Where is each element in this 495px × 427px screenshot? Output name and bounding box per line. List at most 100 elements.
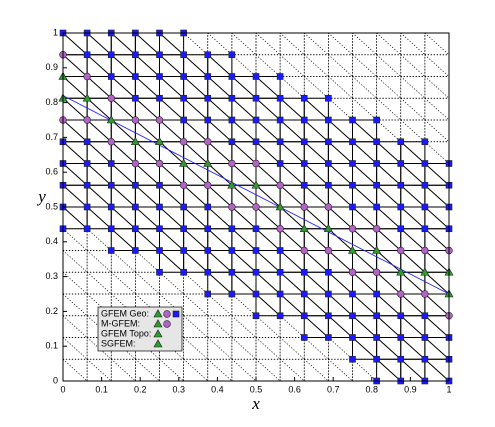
square-marker <box>83 160 91 167</box>
circle-marker <box>276 181 284 189</box>
y-tick-label: 0.9 <box>45 62 58 72</box>
y-tick-label: 0.3 <box>45 271 58 281</box>
square-marker <box>83 203 91 211</box>
circle-marker <box>397 290 405 298</box>
square-marker <box>373 160 380 167</box>
mesh-element <box>303 271 329 295</box>
mesh-element <box>159 54 185 77</box>
background-element <box>352 76 377 99</box>
mesh-element <box>376 206 402 230</box>
mesh-element <box>376 141 402 164</box>
background-element <box>62 228 88 251</box>
mesh-element <box>352 228 378 251</box>
mesh-element <box>134 206 160 230</box>
circle-marker <box>421 246 429 255</box>
background-element <box>352 97 377 121</box>
square-marker <box>397 334 405 341</box>
square-marker <box>252 138 260 146</box>
background-element <box>207 293 233 317</box>
mesh-element <box>183 206 209 230</box>
mesh-element <box>279 293 305 317</box>
square-marker <box>373 355 380 363</box>
square-marker <box>132 225 139 233</box>
mesh-element <box>400 184 426 208</box>
mesh-element <box>303 184 329 208</box>
square-marker <box>276 312 284 320</box>
square-marker <box>373 116 380 124</box>
square-marker <box>228 290 236 298</box>
background-element <box>303 54 329 77</box>
circle-marker <box>155 116 164 124</box>
mesh-element <box>86 141 112 164</box>
mesh-element <box>400 358 426 382</box>
mesh-element <box>424 184 450 208</box>
square-marker <box>325 290 332 298</box>
square-marker <box>172 310 180 318</box>
mesh-element <box>400 206 426 230</box>
circle-marker <box>228 159 236 168</box>
background-element <box>400 119 426 143</box>
triangle-marker <box>299 223 309 233</box>
legend-box <box>97 306 183 352</box>
mesh-element <box>400 163 426 186</box>
mesh-element <box>207 206 233 230</box>
mesh-element <box>303 250 329 273</box>
square-marker <box>421 355 429 363</box>
background-element <box>255 32 281 56</box>
circle-marker <box>83 116 91 124</box>
x-tick-label: 1 <box>446 384 451 394</box>
mesh-element <box>134 184 160 208</box>
triangle-marker <box>153 309 163 318</box>
circle-marker <box>179 138 188 146</box>
background-element <box>255 337 281 360</box>
mesh-element <box>159 97 185 121</box>
background-element <box>255 54 281 77</box>
circle-marker <box>131 116 140 124</box>
square-marker <box>156 247 163 254</box>
square-marker <box>276 138 284 146</box>
background-element <box>86 358 112 382</box>
square-marker <box>276 94 284 102</box>
y-tick-label: 0.4 <box>45 236 58 246</box>
mesh-element <box>424 228 450 251</box>
mesh-element <box>327 293 353 317</box>
square-marker <box>421 138 429 146</box>
square-marker <box>107 247 115 254</box>
mesh-element <box>303 163 329 186</box>
square-marker <box>325 138 332 146</box>
circle-marker <box>397 246 405 255</box>
mesh-element <box>255 119 281 143</box>
square-marker <box>107 225 115 233</box>
mesh-element <box>134 163 160 186</box>
square-marker <box>397 355 405 363</box>
background-element <box>424 97 450 121</box>
interface-line <box>62 95 450 295</box>
square-marker <box>252 73 260 80</box>
triangle-marker <box>251 180 261 189</box>
mesh-element <box>327 206 353 230</box>
circle-marker <box>276 225 284 233</box>
square-marker <box>132 94 139 102</box>
y-axis-label: y <box>36 187 46 206</box>
mesh-element <box>400 315 426 338</box>
mesh-element <box>352 119 378 143</box>
mesh-element <box>110 76 136 99</box>
circle-marker <box>131 159 140 168</box>
mesh-element <box>400 141 426 164</box>
mesh-element <box>62 184 88 208</box>
square-marker <box>204 290 212 298</box>
mesh-element <box>62 163 88 186</box>
x-axis-label: x <box>251 394 260 413</box>
square-marker <box>397 312 405 320</box>
mesh-element <box>327 315 353 338</box>
square-marker <box>132 247 139 254</box>
y-tick-label: 1 <box>53 27 58 37</box>
mesh-element <box>62 32 88 56</box>
square-marker <box>228 138 236 146</box>
x-tick-label: 0.5 <box>250 384 263 394</box>
y-tick-label: 0.2 <box>45 306 58 316</box>
triangle-marker <box>275 202 285 211</box>
mesh-element <box>110 163 136 186</box>
mesh-element <box>352 337 378 360</box>
circle-marker <box>107 94 115 102</box>
